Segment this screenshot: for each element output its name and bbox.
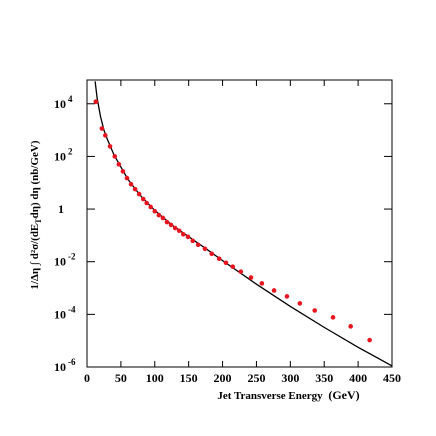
y-tick-label: 10: [54, 307, 66, 321]
x-tick-label: 350: [315, 371, 333, 385]
y-tick-label: 10: [54, 97, 66, 111]
data-point: [367, 337, 372, 343]
data-point: [156, 212, 162, 218]
y-tick-label: 1: [58, 202, 64, 216]
data-point: [128, 181, 134, 187]
data-point: [271, 288, 277, 293]
data-point: [116, 162, 122, 167]
data-point: [140, 196, 146, 202]
data-point: [180, 231, 186, 237]
x-tick-label: 300: [281, 371, 299, 385]
data-point: [112, 154, 118, 159]
data-point: [160, 215, 166, 221]
data-point: [190, 238, 196, 244]
data-point: [238, 269, 244, 274]
data-point: [144, 200, 149, 206]
y-tick-label: 10: [54, 149, 66, 163]
data-point: [132, 186, 138, 192]
data-point: [202, 246, 208, 252]
data-point: [172, 225, 178, 231]
data-point: [185, 234, 191, 240]
data-point: [176, 228, 182, 234]
data-point: [124, 175, 130, 181]
x-tick-label: 100: [146, 371, 164, 385]
x-tick-label: 150: [180, 371, 198, 385]
y-tick-exponent: -2: [68, 252, 76, 262]
data-point: [93, 99, 99, 104]
y-axis-label: 1/Δη ∫ d²σ/(dETdη) dη (nb/GeV): [29, 140, 43, 289]
data-point: [136, 191, 142, 197]
data-point: [148, 204, 154, 210]
y-tick-label: 10: [54, 360, 66, 374]
x-tick-label: 450: [383, 371, 401, 385]
plot-frame: [86, 79, 393, 368]
y-tick-exponent: 2: [68, 146, 73, 156]
y-tick-exponent: -6: [68, 357, 76, 367]
data-point: [164, 219, 170, 225]
x-tick-label: 0: [84, 371, 90, 385]
data-point: [168, 222, 174, 228]
data-point: [348, 324, 353, 329]
data-point: [297, 301, 303, 306]
x-tick-label: 200: [214, 371, 232, 385]
y-tick-exponent: -4: [68, 304, 76, 314]
data-point: [330, 315, 336, 320]
data-point: [120, 169, 126, 174]
x-tick-label: 250: [247, 371, 265, 385]
x-tick-label: 400: [349, 371, 367, 385]
y-tick-exponent: 4: [68, 94, 73, 104]
fit-curve: [94, 81, 393, 367]
data-point: [312, 308, 318, 313]
data-point: [107, 144, 113, 149]
x-axis-unit: (GeV): [328, 388, 359, 402]
data-point: [230, 264, 236, 269]
data-point: [99, 126, 105, 131]
y-tick-label: 10: [54, 255, 66, 269]
data-point: [103, 133, 108, 138]
data-point: [284, 294, 290, 299]
data-point: [209, 251, 215, 257]
data-point: [223, 260, 229, 266]
data-point: [195, 242, 201, 248]
data-point: [259, 281, 265, 286]
data-point: [152, 208, 158, 214]
data-point: [248, 275, 254, 280]
x-tick-label: 50: [115, 371, 127, 385]
x-axis-label: Jet Transverse Energy: [217, 390, 323, 402]
data-point: [216, 256, 222, 262]
